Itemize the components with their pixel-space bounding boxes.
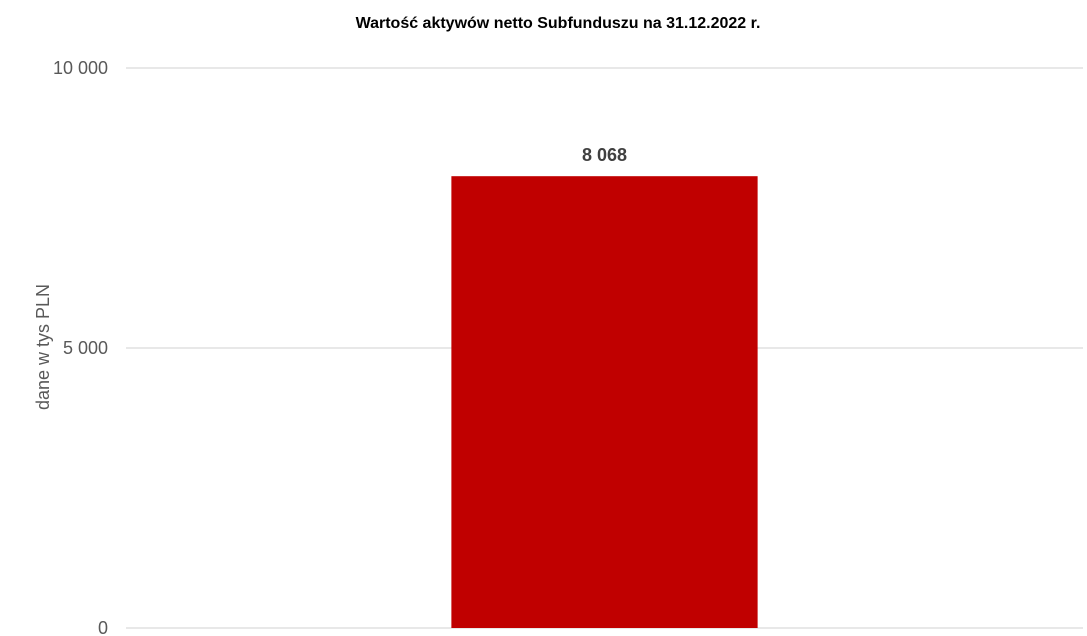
bar-value-label-0: 8 068 — [582, 145, 627, 165]
y-axis-label: dane w tys PLN — [33, 284, 53, 410]
y-tick-label-1: 5 000 — [63, 338, 108, 358]
y-axis-ticks: 0 5 000 10 000 — [53, 58, 108, 636]
data-labels: 8 068 — [582, 145, 627, 165]
chart-title: Wartość aktywów netto Subfunduszu na 31.… — [356, 15, 761, 32]
y-tick-label-2: 10 000 — [53, 58, 108, 78]
y-tick-label-0: 0 — [98, 618, 108, 636]
bars — [451, 176, 758, 628]
bar-0 — [451, 176, 758, 628]
